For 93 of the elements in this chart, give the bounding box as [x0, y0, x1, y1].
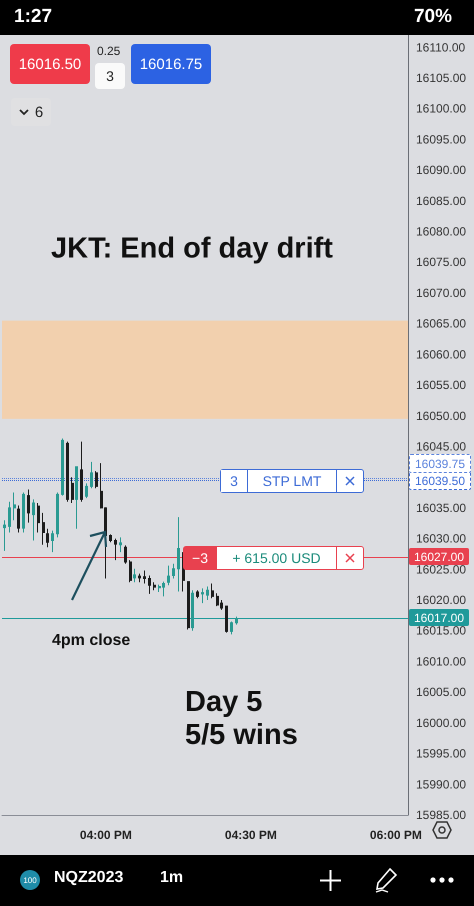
candlestick	[8, 501, 11, 533]
annotation: 0.25	[97, 44, 120, 58]
y-tick-label: 16025.00	[416, 562, 466, 576]
candlestick	[90, 461, 93, 489]
y-tick-label: 16060.00	[416, 347, 466, 362]
candlestick	[216, 592, 219, 607]
y-tick-label: 16065.00	[416, 316, 466, 331]
candlestick	[129, 560, 132, 583]
text: JKT: End of day drift	[51, 232, 334, 264]
candlestick	[13, 492, 16, 521]
candlestick	[56, 492, 59, 538]
candlestick	[211, 582, 214, 599]
y-tick-label: 16095.00	[416, 132, 466, 146]
candlestick	[42, 512, 45, 546]
y-tick-label: 16105.00	[416, 70, 466, 85]
candlestick	[37, 502, 40, 533]
candlestick	[3, 520, 6, 552]
y-tick-label: 16070.00	[416, 286, 466, 300]
candlestick	[75, 466, 78, 530]
candlestick	[158, 584, 161, 593]
candlestick	[32, 498, 35, 541]
candlestick	[61, 438, 64, 496]
x-tick-label: 06:00 PM	[370, 828, 422, 842]
candlestick	[225, 606, 228, 634]
candlestick	[162, 581, 165, 597]
candlestick	[167, 565, 170, 586]
annotation: + 615.00 USD	[232, 550, 321, 566]
candlestick	[143, 570, 146, 584]
y-tick-label: 15995.00	[416, 746, 466, 761]
y-tick-label: 16005.00	[416, 685, 466, 700]
ref-line-label: 16039.50	[414, 474, 466, 488]
candlestick	[66, 441, 69, 502]
candlestick	[27, 488, 30, 524]
text: 1:27	[14, 6, 52, 28]
candlestick	[85, 482, 88, 499]
y-tick-label: 16050.00	[416, 408, 466, 423]
annotation: −3	[192, 550, 208, 566]
candlestick	[109, 534, 112, 543]
y-tick-label: 16055.00	[416, 378, 466, 392]
ref-line-label: 16017.00	[414, 610, 464, 625]
candlestick	[201, 588, 204, 604]
y-tick-label: 16015.00	[416, 624, 466, 638]
annotation: STP LMT	[262, 473, 322, 490]
y-tick-label: 16090.00	[416, 163, 466, 178]
y-tick-label: 16030.00	[416, 532, 466, 546]
y-tick-label: 16100.00	[416, 102, 466, 116]
candlestick	[153, 582, 156, 591]
candlestick	[17, 504, 20, 533]
y-tick-label: 16000.00	[416, 716, 466, 730]
y-tick-label: 15990.00	[416, 777, 466, 792]
y-tick-label: 16110.00	[416, 40, 466, 54]
candlestick	[177, 516, 180, 592]
candlestick	[22, 492, 25, 533]
text: 100	[23, 876, 37, 884]
y-tick-label: 16010.00	[416, 654, 466, 668]
text: 70%	[414, 6, 452, 28]
candlestick	[95, 470, 98, 489]
candlestick	[206, 586, 209, 601]
annotation: 6	[34, 104, 44, 120]
text: 1m	[160, 869, 184, 887]
candlestick	[51, 530, 54, 553]
candlestick	[124, 544, 127, 564]
candlestick	[80, 441, 83, 502]
candlestick	[114, 538, 117, 561]
annotation: 16016.75	[140, 56, 202, 72]
candlestick	[230, 621, 233, 635]
y-tick-label: 15985.00	[416, 808, 466, 822]
y-tick-label: 16045.00	[416, 439, 466, 454]
y-tick-label: 16075.00	[416, 255, 466, 270]
candlestick	[148, 574, 151, 594]
annotation: Day 5	[185, 686, 262, 718]
text: NQZ2023	[54, 869, 124, 887]
ref-line-label: 16039.75	[414, 456, 466, 471]
candlestick	[46, 528, 49, 548]
y-tick-label: 16085.00	[416, 194, 466, 208]
annotation: 4pm close	[52, 632, 130, 650]
x-tick-label: 04:30 PM	[224, 828, 277, 842]
candlestick	[138, 573, 141, 583]
y-tick-label: 16020.00	[416, 593, 466, 608]
candlestick	[196, 590, 199, 599]
x-tick-label: 04:00 PM	[80, 828, 132, 842]
candlestick	[187, 581, 190, 630]
candlestick	[133, 568, 136, 583]
ref-line-label: 16027.00	[414, 550, 464, 564]
annotation: 3	[106, 68, 114, 84]
candlestick	[71, 476, 74, 504]
annotation: 16016.50	[18, 56, 82, 72]
annotation: 3	[230, 473, 238, 490]
annotation: 5/5 wins	[185, 719, 298, 751]
y-tick-label: 16080.00	[416, 224, 466, 239]
candlestick	[119, 536, 122, 553]
candlestick	[172, 563, 175, 580]
y-tick-label: 16035.00	[416, 500, 466, 515]
